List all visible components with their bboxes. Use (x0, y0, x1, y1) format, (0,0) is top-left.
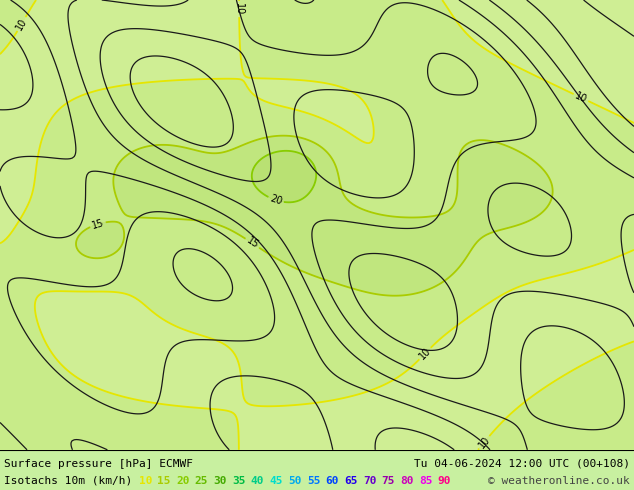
Text: 15: 15 (157, 476, 171, 486)
Text: Tu 04-06-2024 12:00 UTC (00+108): Tu 04-06-2024 12:00 UTC (00+108) (414, 459, 630, 468)
Text: Isotachs 10m (km/h): Isotachs 10m (km/h) (4, 476, 139, 486)
Text: 35: 35 (232, 476, 246, 486)
Text: 75: 75 (382, 476, 395, 486)
Text: 10: 10 (234, 3, 244, 15)
Text: 30: 30 (214, 476, 227, 486)
Text: 10: 10 (476, 435, 492, 450)
Text: 20: 20 (176, 476, 190, 486)
Text: 65: 65 (344, 476, 358, 486)
Text: 15: 15 (91, 218, 105, 231)
Text: 50: 50 (288, 476, 302, 486)
Text: 90: 90 (438, 476, 451, 486)
Text: 10: 10 (14, 16, 29, 32)
Text: Surface pressure [hPa] ECMWF: Surface pressure [hPa] ECMWF (4, 459, 193, 468)
Text: 80: 80 (401, 476, 414, 486)
Text: 60: 60 (326, 476, 339, 486)
Text: © weatheronline.co.uk: © weatheronline.co.uk (488, 476, 630, 486)
Text: 15: 15 (245, 236, 260, 251)
Text: 10: 10 (417, 345, 433, 362)
Text: 10: 10 (139, 476, 152, 486)
Text: 20: 20 (268, 194, 283, 207)
Text: 85: 85 (419, 476, 432, 486)
Text: 40: 40 (251, 476, 264, 486)
Text: 55: 55 (307, 476, 320, 486)
Text: 70: 70 (363, 476, 377, 486)
Text: 10: 10 (573, 91, 588, 105)
Text: 25: 25 (195, 476, 209, 486)
Text: 45: 45 (269, 476, 283, 486)
